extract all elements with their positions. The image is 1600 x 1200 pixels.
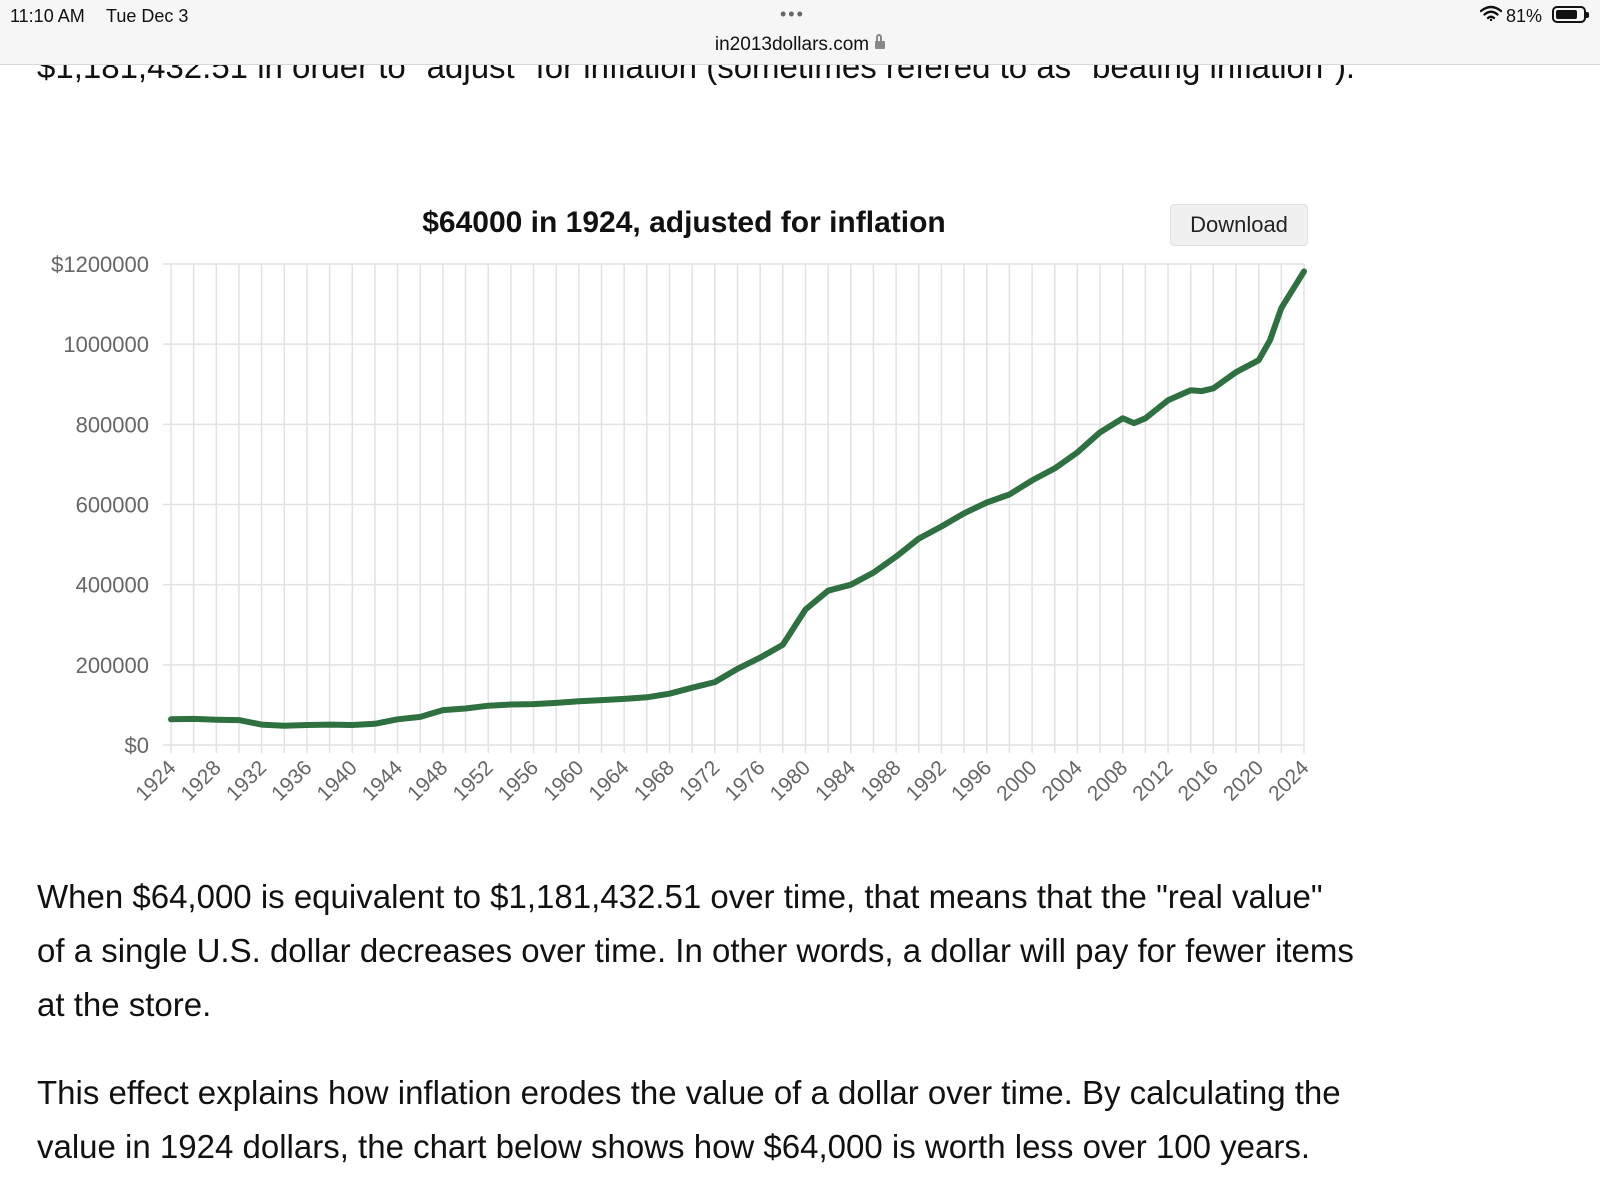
x-tick-label: 1992 [902, 756, 951, 805]
battery-icon [1552, 6, 1589, 23]
y-tick-label: 1000000 [63, 332, 149, 357]
y-tick-label: 800000 [76, 412, 149, 437]
download-button[interactable]: Download [1170, 204, 1308, 246]
x-tick-label: 1988 [856, 756, 905, 805]
x-tick-label: 1956 [494, 756, 543, 805]
url-text: in2013dollars.com [714, 34, 870, 55]
x-tick-label: 1936 [267, 756, 316, 805]
series-line [168, 268, 1307, 729]
x-tick-label: 1964 [584, 756, 634, 806]
chart-grid [163, 263, 1305, 753]
x-tick-label: 2020 [1219, 756, 1268, 805]
y-tick-label: 600000 [76, 493, 149, 518]
effect-paragraph: This effect explains how inflation erode… [37, 1074, 1341, 1165]
y-tick-label: 400000 [76, 573, 149, 598]
x-tick-label: 2016 [1174, 756, 1223, 805]
x-tick-label: 1928 [177, 756, 226, 805]
status-date: Tue Dec 3 [106, 6, 189, 26]
x-tick-label: 1972 [675, 756, 724, 805]
status-time: 11:10 AM [10, 6, 85, 26]
y-tick-label: 200000 [76, 653, 149, 678]
more-dots-icon[interactable]: ••• [780, 4, 805, 24]
inflation-line-chart: $64000 in 1924, adjusted for inflation $… [51, 206, 1314, 806]
y-tick-label: $1200000 [51, 252, 149, 277]
x-tick-label: 1932 [222, 756, 271, 805]
wifi-icon [1480, 5, 1502, 21]
x-tick-label: 1948 [403, 756, 452, 805]
x-tick-label: 2008 [1083, 756, 1132, 805]
x-tick-label: 1984 [811, 756, 861, 806]
x-tick-label: 1944 [358, 756, 408, 806]
x-tick-label: 2004 [1038, 756, 1088, 806]
x-tick-label: 1980 [766, 756, 815, 805]
x-tick-label: 2012 [1128, 756, 1177, 805]
status-bar: 11:10 AM Tue Dec 3 ••• in2013dollars.com… [0, 0, 1600, 65]
explanation-paragraph: When $64,000 is equivalent to $1,181,432… [37, 878, 1354, 1023]
y-tick-label: $0 [125, 733, 149, 758]
chart-title: $64000 in 1924, adjusted for inflation [422, 206, 946, 239]
x-tick-label: 2000 [992, 756, 1041, 805]
lock-icon [875, 34, 886, 49]
battery-level [1556, 10, 1578, 19]
x-tick-label: 2024 [1264, 756, 1314, 806]
x-tick-label: 1976 [720, 756, 769, 805]
x-tick-label: 1924 [131, 756, 181, 806]
x-tick-label: 1996 [947, 756, 996, 805]
battery-percent: 81% [1506, 6, 1543, 26]
x-tick-label: 1940 [313, 756, 362, 805]
x-tick-label: 1952 [448, 756, 497, 805]
x-tick-label: 1960 [539, 756, 588, 805]
address-bar[interactable]: in2013dollars.com [0, 34, 1600, 56]
x-tick-label: 1968 [630, 756, 679, 805]
